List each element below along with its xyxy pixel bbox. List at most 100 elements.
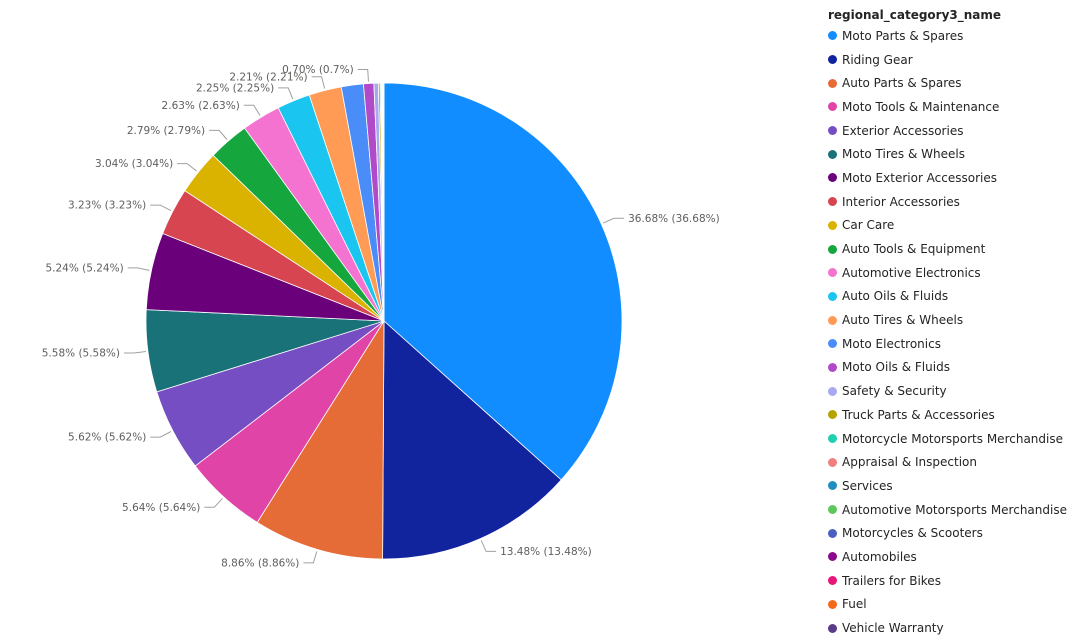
slice-auto-parts-spares[interactable] — [256, 319, 385, 560]
slice-label-riding-gear: 13.48% (13.48%) — [500, 546, 592, 558]
legend-item-automotive-electronics[interactable]: Automotive Electronics — [828, 261, 1080, 285]
legend-marker-icon — [828, 362, 837, 372]
slice-label-moto-oils-fluids: 0.70% (0.7%) — [282, 64, 354, 76]
legend-label: Trailers for Bikes — [842, 573, 941, 588]
legend-marker-icon — [828, 339, 837, 349]
legend-label: Interior Accessories — [842, 194, 960, 209]
legend-item-auto-tires-wheels[interactable]: Auto Tires & Wheels — [828, 308, 1080, 332]
legend-item-moto-tires-wheels[interactable]: Moto Tires & Wheels — [828, 142, 1080, 166]
legend-label: Car Care — [842, 218, 895, 233]
legend-label: Moto Exterior Accessories — [842, 170, 998, 185]
legend-label: Moto Tires & Wheels — [842, 147, 965, 162]
legend-marker-icon — [828, 315, 837, 325]
legend-marker-icon — [828, 552, 837, 562]
slice-label-interior-accessories: 3.23% (3.23%) — [68, 200, 146, 212]
legend-item-riding-gear[interactable]: Riding Gear — [828, 48, 1080, 72]
leader-line — [357, 69, 369, 82]
legend-label: Safety & Security — [842, 384, 947, 399]
legend-marker-icon — [828, 434, 837, 444]
legend-item-safety-security[interactable]: Safety & Security — [828, 379, 1080, 403]
slice-label-moto-tools-maintenance: 5.64% (5.64%) — [122, 502, 200, 514]
legend-item-truck-parts-accessories[interactable]: Truck Parts & Accessories — [828, 403, 1080, 427]
legend-item-auto-oils-fluids[interactable]: Auto Oils & Fluids — [828, 285, 1080, 309]
legend-label: Exterior Accessories — [842, 123, 964, 138]
legend-marker-icon — [828, 576, 837, 586]
legend-label: Vehicle Warranty — [842, 621, 944, 636]
leader-line — [209, 129, 228, 140]
slice-label-auto-oils-fluids: 2.25% (2.25%) — [196, 82, 274, 94]
legend-marker-icon — [828, 55, 837, 65]
legend-item-interior-accessories[interactable]: Interior Accessories — [828, 190, 1080, 214]
slice-label-exterior-accessories: 5.62% (5.62%) — [68, 432, 146, 444]
legend-marker-icon — [828, 78, 837, 88]
leader-line — [177, 163, 197, 172]
slice-label-moto-tires-wheels: 5.58% (5.58%) — [42, 348, 120, 360]
leader-line — [127, 267, 150, 271]
legend-marker-icon — [828, 244, 837, 254]
legend-item-car-care[interactable]: Car Care — [828, 214, 1080, 238]
legend-label: Moto Tools & Maintenance — [842, 99, 1000, 114]
leader-line — [124, 351, 146, 354]
legend-item-automotive-motorsports-merchandise[interactable]: Automotive Motorsports Merchandise — [828, 498, 1080, 522]
legend-label: Moto Electronics — [842, 336, 941, 351]
legend-item-moto-tools-maintenance[interactable]: Moto Tools & Maintenance — [828, 95, 1080, 119]
legend-marker-icon — [828, 268, 837, 278]
legend-item-moto-electronics[interactable]: Moto Electronics — [828, 332, 1080, 356]
legend-marker-icon — [828, 197, 837, 207]
legend-item-auto-parts-spares[interactable]: Auto Parts & Spares — [828, 71, 1080, 95]
legend-label: Motorcycle Motorsports Merchandise — [842, 431, 1063, 446]
legend-item-auto-tools-equipment[interactable]: Auto Tools & Equipment — [828, 237, 1080, 261]
legend-label: Automotive Electronics — [842, 265, 981, 280]
leader-lines — [124, 69, 625, 564]
legend-marker-icon — [828, 528, 837, 538]
legend-item-motorcycles-scooters[interactable]: Motorcycles & Scooters — [828, 521, 1080, 545]
legend-label: Moto Oils & Fluids — [842, 360, 950, 375]
legend-label: Auto Oils & Fluids — [842, 289, 949, 304]
legend-item-automobiles[interactable]: Automobiles — [828, 545, 1080, 569]
legend-marker-icon — [828, 410, 837, 420]
legend-item-vehicle-warranty[interactable]: Vehicle Warranty — [828, 616, 1080, 640]
legend-item-exterior-accessories[interactable]: Exterior Accessories — [828, 119, 1080, 143]
pie-chart: 36.68% (36.68%) 13.48% (13.48%) 8.86% (8.8… — [42, 64, 720, 569]
legend-marker-icon — [828, 505, 837, 515]
slice-labels: 36.68% (36.68%) 13.48% (13.48%) 8.86% (8.8… — [42, 64, 720, 569]
legend-item-fuel[interactable]: Fuel — [828, 593, 1080, 617]
slice-riding-gear[interactable] — [382, 320, 562, 560]
legend-label: Auto Tires & Wheels — [842, 313, 964, 328]
legend-marker-icon — [828, 457, 837, 467]
legend-label: Fuel — [842, 597, 867, 612]
legend-label: Automotive Motorsports Merchandise — [842, 502, 1067, 517]
legend-label: Moto Parts & Spares — [842, 28, 964, 43]
pie-slices — [145, 82, 623, 560]
slice-label-automotive-electronics: 2.63% (2.63%) — [162, 100, 240, 112]
legend-item-moto-oils-fluids[interactable]: Moto Oils & Fluids — [828, 356, 1080, 380]
legend-item-trailers-for-bikes[interactable]: Trailers for Bikes — [828, 569, 1080, 593]
legend-item-moto-exterior-accessories[interactable]: Moto Exterior Accessories — [828, 166, 1080, 190]
leader-line — [204, 498, 223, 508]
legend-item-appraisal-inspection[interactable]: Appraisal & Inspection — [828, 450, 1080, 474]
slice-label-moto-exterior-accessories: 5.24% (5.24%) — [45, 262, 123, 274]
legend-marker-icon — [828, 623, 837, 633]
legend-label: Auto Parts & Spares — [842, 76, 962, 91]
legend-item-motorcycle-motorsports-merchandise[interactable]: Motorcycle Motorsports Merchandise — [828, 427, 1080, 451]
legend-marker-icon — [828, 599, 837, 609]
legend-label: Automobiles — [842, 549, 917, 564]
legend-label: Motorcycles & Scooters — [842, 526, 983, 541]
slice-moto-parts-spares[interactable] — [383, 82, 623, 481]
slice-label-car-care: 3.04% (3.04%) — [95, 158, 173, 170]
legend-title: regional_category3_name — [828, 8, 1002, 22]
legend-items: Moto Parts & Spares Riding Gear Auto Parts… — [828, 24, 1080, 640]
legend-marker-icon — [828, 102, 837, 112]
legend-label: Appraisal & Inspection — [842, 455, 977, 470]
leader-line — [150, 204, 172, 212]
leader-line — [311, 76, 326, 89]
legend-label: Services — [842, 478, 893, 493]
legend-marker-icon — [828, 386, 837, 396]
legend-label: Auto Tools & Equipment — [842, 242, 986, 257]
leader-line — [150, 431, 172, 438]
leader-line — [278, 87, 294, 100]
legend-item-moto-parts-spares[interactable]: Moto Parts & Spares — [828, 24, 1080, 48]
leader-line — [480, 540, 497, 552]
legend-label: Riding Gear — [842, 52, 913, 67]
legend-item-services[interactable]: Services — [828, 474, 1080, 498]
